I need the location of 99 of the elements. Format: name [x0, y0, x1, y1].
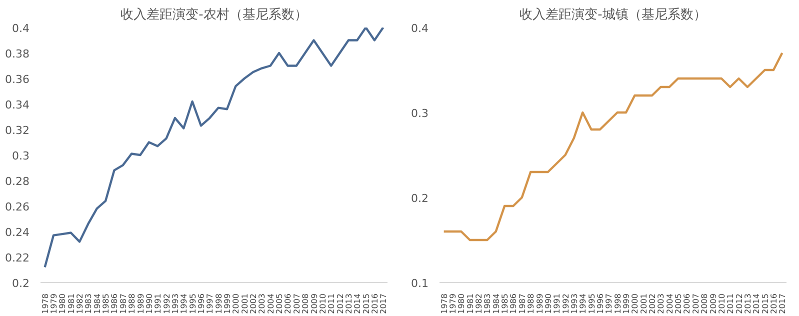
x-tick-label: 1978: [40, 294, 50, 314]
x-tick-label: 1981: [66, 294, 76, 314]
y-tick-label: 0.28: [5, 175, 30, 188]
x-tick-label: 2001: [240, 294, 250, 314]
x-tick-label: 2007: [292, 294, 302, 314]
y-tick-label: 0.24: [5, 226, 30, 239]
x-tick-label: 2009: [310, 294, 319, 314]
x-tick-label: 1992: [561, 294, 570, 314]
y-tick-label: 0.2: [12, 277, 30, 290]
x-tick-label: 1979: [448, 294, 458, 314]
x-tick-label: 1979: [50, 294, 59, 314]
x-tick-label: 1998: [613, 294, 622, 314]
x-tick-label: 2014: [353, 294, 362, 314]
x-tick-label: 2008: [301, 294, 310, 314]
x-tick-label: 1999: [622, 294, 632, 314]
x-tick-label: 1982: [474, 294, 484, 314]
x-tick-label: 2005: [275, 294, 284, 314]
x-tick-label: 2009: [708, 294, 718, 314]
y-tick-label: 0.32: [5, 124, 30, 137]
x-tick-label: 2014: [752, 294, 762, 314]
x-tick-label: 2007: [691, 294, 700, 314]
x-tick-label: 2003: [656, 294, 666, 314]
x-tick-label: 1994: [180, 294, 189, 314]
x-tick-label: 1986: [110, 294, 120, 314]
x-tick-label: 2008: [700, 294, 710, 314]
x-tick-label: 2016: [769, 294, 778, 314]
x-tick-label: 1978: [440, 294, 449, 314]
x-tick-label: 1985: [102, 294, 111, 314]
x-tick-label: 1995: [587, 294, 596, 314]
x-tick-label: 2004: [266, 294, 276, 314]
x-tick-label: 2002: [648, 294, 658, 314]
chart-title: 收入差距演变-城镇（基尼系数）: [520, 8, 706, 22]
x-tick-label: 1986: [509, 294, 518, 314]
x-tick-label: 2012: [336, 294, 345, 314]
x-tick-label: 2010: [318, 294, 328, 314]
x-tick-label: 1980: [457, 294, 466, 314]
x-tick-label: 1990: [544, 294, 553, 314]
x-tick-label: 1980: [58, 294, 68, 314]
x-tick-label: 2010: [717, 294, 726, 314]
y-tick-label: 0.3: [411, 107, 429, 120]
x-tick-label: 2013: [743, 294, 752, 314]
line-series: [442, 52, 784, 242]
x-tick-label: 2015: [760, 294, 770, 314]
x-tick-label: 1999: [223, 294, 232, 314]
x-tick-label: 2003: [258, 294, 267, 314]
x-tick-label: 1988: [526, 294, 536, 314]
x-tick-label: 2006: [284, 294, 293, 314]
x-tick-label: 1989: [535, 294, 544, 314]
x-tick-label: 1984: [492, 294, 501, 314]
x-tick-label: 2006: [682, 294, 692, 314]
x-tick-label: 1987: [518, 294, 527, 314]
x-tick-label: 1997: [604, 294, 614, 314]
x-tick-label: 1994: [578, 294, 588, 314]
x-tick-label: 1996: [596, 294, 605, 314]
x-tick-label: 1998: [214, 294, 224, 314]
y-tick-label: 0.22: [5, 252, 30, 264]
x-tick-label: 1995: [188, 294, 198, 314]
x-tick-label: 1993: [170, 294, 180, 314]
x-tick-label: 2002: [249, 294, 258, 314]
y-tick-label: 0.1: [411, 277, 429, 290]
x-tick-label: 2015: [362, 294, 371, 314]
x-tick-label: 2011: [327, 294, 336, 314]
y-tick-label: 0.4: [12, 22, 30, 35]
x-tick-label: 1989: [136, 294, 146, 314]
y-tick-label: 0.2: [411, 192, 429, 205]
x-tick-label: 1988: [128, 294, 137, 314]
x-tick-label: 1993: [570, 294, 579, 314]
chart-title: 收入差距演变-农村（基尼系数）: [120, 8, 308, 22]
x-tick-label: 2013: [344, 294, 354, 314]
x-tick-label: 2000: [630, 294, 640, 314]
y-tick-label: 0.36: [5, 73, 30, 86]
x-tick-label: 1991: [552, 294, 562, 314]
x-tick-label: 1985: [500, 294, 510, 314]
y-tick-label: 0.3: [12, 150, 30, 162]
x-tick-label: 2001: [639, 294, 648, 314]
x-tick-label: 2017: [379, 294, 388, 314]
x-tick-label: 2016: [370, 294, 380, 314]
y-tick-label: 0.4: [411, 22, 429, 35]
x-tick-label: 2017: [778, 294, 788, 314]
x-tick-label: 1992: [162, 294, 172, 314]
x-tick-label: 2011: [726, 294, 736, 314]
x-tick-label: 1996: [196, 294, 206, 314]
x-tick-label: 1982: [76, 294, 85, 314]
x-tick-label: 2012: [734, 294, 744, 314]
x-tick-label: 1991: [154, 294, 163, 314]
x-tick-label: 1984: [92, 294, 102, 314]
y-tick-label: 0.38: [5, 48, 30, 60]
x-tick-label: 2004: [665, 294, 674, 314]
x-tick-label: 1983: [84, 294, 94, 314]
line-series: [44, 28, 384, 268]
x-tick-label: 1983: [483, 294, 492, 314]
x-tick-label: 1990: [144, 294, 154, 314]
y-tick-label: 0.26: [5, 200, 30, 214]
x-tick-label: 1987: [118, 294, 128, 314]
x-tick-label: 2005: [674, 294, 684, 314]
y-tick-label: 0.34: [5, 98, 30, 112]
x-tick-label: 1981: [466, 294, 475, 314]
x-tick-label: 1997: [206, 294, 215, 314]
x-tick-label: 2000: [232, 294, 241, 314]
